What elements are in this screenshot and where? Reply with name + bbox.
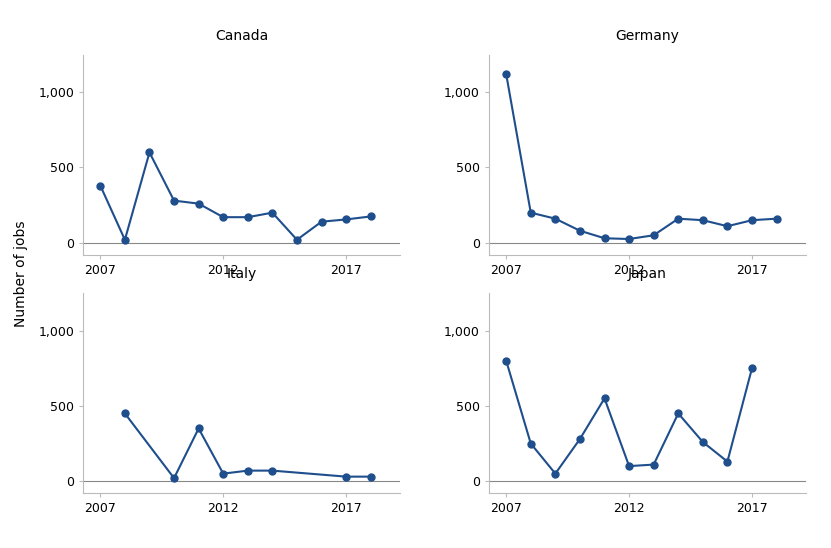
Text: Germany: Germany: [616, 28, 680, 43]
Text: Japan: Japan: [628, 267, 667, 281]
Text: Number of jobs: Number of jobs: [14, 221, 27, 327]
Text: Italy: Italy: [227, 267, 257, 281]
Text: Canada: Canada: [215, 28, 268, 43]
